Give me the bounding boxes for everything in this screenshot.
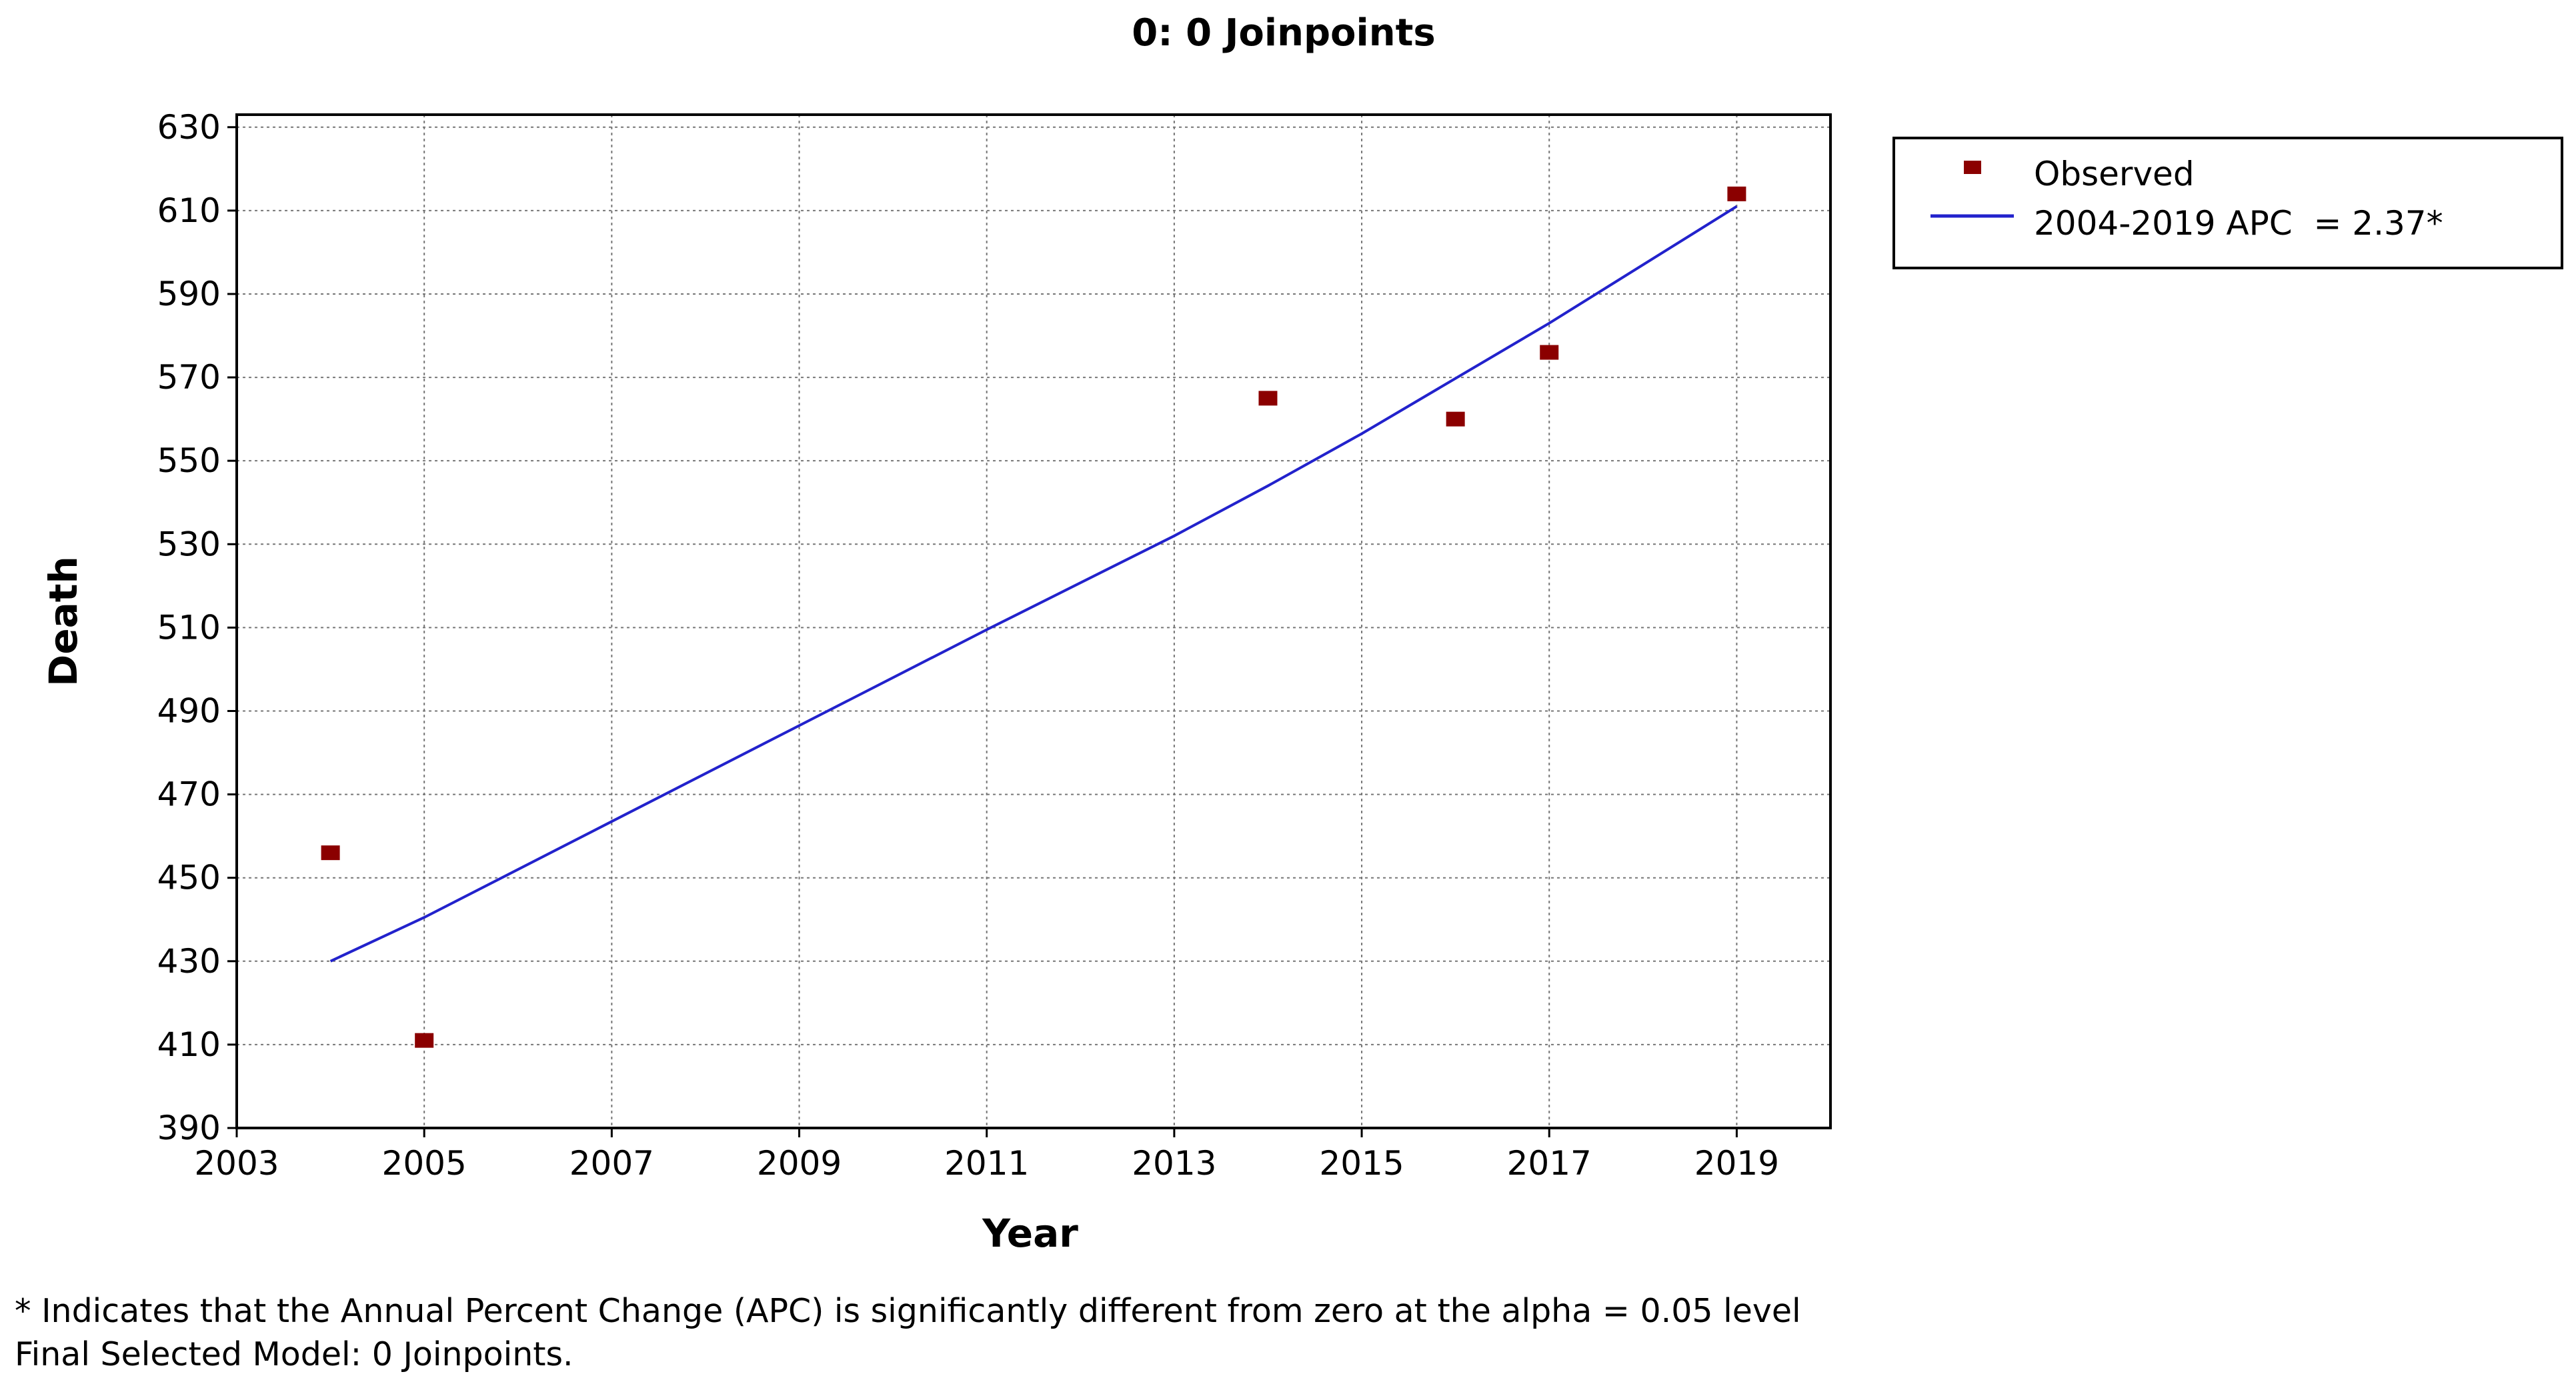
observed-point xyxy=(1258,391,1278,406)
x-axis-ticks: 2003 2005 2007 2009 2011 2013 2015 2017 2019 xyxy=(194,1128,1779,1183)
legend-observed-marker xyxy=(1964,161,1981,174)
observed-point xyxy=(1540,345,1559,360)
legend-apc-label: 2004-2019 APC = 2.37* xyxy=(2034,204,2443,243)
x-tick-label: 2015 xyxy=(1319,1144,1404,1183)
y-axis-label: Death xyxy=(41,556,86,687)
y-tick-label: 390 xyxy=(157,1109,221,1147)
observed-point xyxy=(1727,186,1746,201)
footnote-final-model: Final Selected Model: 0 Joinpoints. xyxy=(15,1335,573,1373)
y-tick-label: 590 xyxy=(157,275,221,313)
x-tick-label: 2003 xyxy=(194,1144,279,1183)
y-tick-label: 570 xyxy=(157,358,221,397)
x-tick-label: 2013 xyxy=(1132,1144,1216,1183)
y-tick-label: 470 xyxy=(157,775,221,814)
x-tick-label: 2017 xyxy=(1507,1144,1592,1183)
series-layer xyxy=(321,186,1746,1048)
observed-point xyxy=(321,845,340,861)
observed-point xyxy=(1446,411,1465,427)
observed-point xyxy=(415,1033,434,1048)
y-tick-label: 430 xyxy=(157,942,221,981)
y-tick-label: 510 xyxy=(157,608,221,647)
legend: Observed 2004-2019 APC = 2.37* xyxy=(1892,137,2563,269)
plot-area xyxy=(235,113,1832,1129)
y-tick-label: 490 xyxy=(157,691,221,730)
x-tick-label: 2011 xyxy=(944,1144,1029,1183)
x-tick-label: 2005 xyxy=(382,1144,467,1183)
y-tick-label: 550 xyxy=(157,441,221,480)
y-tick-label: 450 xyxy=(157,859,221,897)
legend-observed-label: Observed xyxy=(2034,155,2195,193)
grid xyxy=(237,115,1830,1128)
y-axis-ticks: 390 410 430 450 470 490 510 530 550 570 590 610 630 xyxy=(157,108,237,1147)
y-tick-label: 630 xyxy=(157,108,221,147)
footnote-significance: * Indicates that the Annual Percent Chan… xyxy=(15,1292,1801,1330)
legend-box xyxy=(1892,137,2563,269)
apc-trend-line xyxy=(329,205,1738,963)
x-tick-label: 2007 xyxy=(569,1144,654,1183)
y-tick-label: 610 xyxy=(157,191,221,230)
x-axis-label: Year xyxy=(982,1211,1078,1256)
x-tick-label: 2019 xyxy=(1694,1144,1779,1183)
y-tick-label: 530 xyxy=(157,525,221,563)
y-tick-label: 410 xyxy=(157,1025,221,1064)
x-tick-label: 2009 xyxy=(757,1144,842,1183)
chart-title: 0: 0 Joinpoints xyxy=(1132,11,1435,55)
